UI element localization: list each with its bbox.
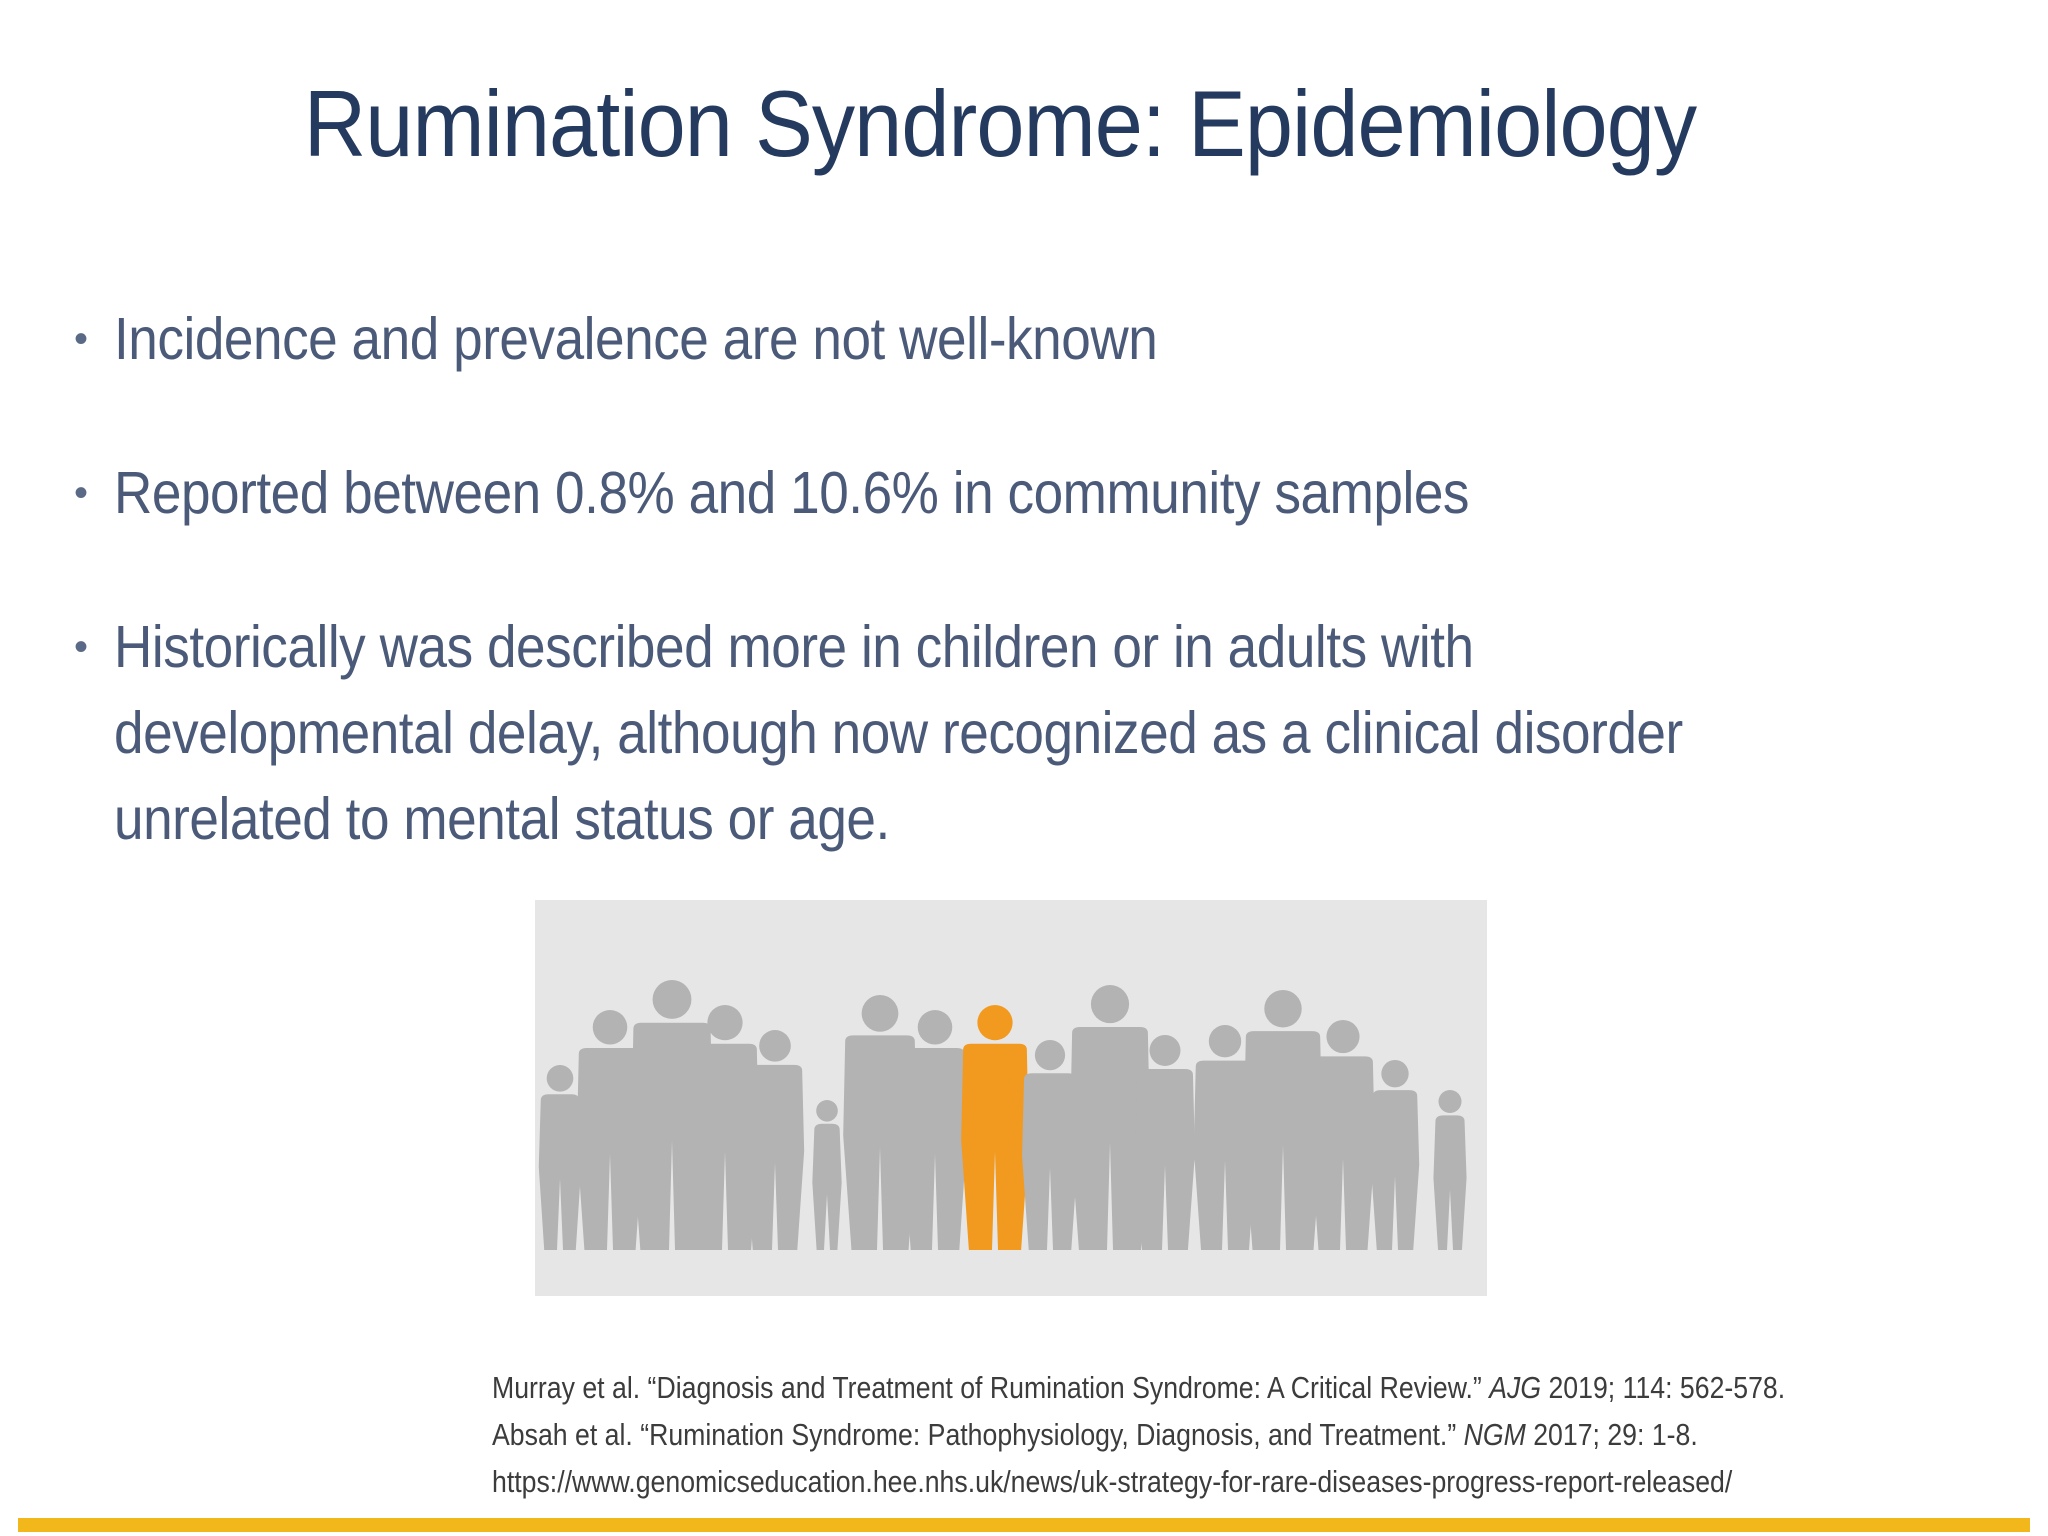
bullet-item: • Reported between 0.8% and 10.6% in com… [72,450,1872,536]
person-silhouette-icon [1370,1060,1420,1250]
reference-line: Absah et al. “Rumination Syndrome: Patho… [492,1411,1785,1458]
person-silhouette-icon [1135,1035,1195,1250]
person-silhouette-icon [1070,985,1150,1250]
reference-journal: AJG [1489,1370,1542,1405]
footer-accent-bar [18,1518,2030,1532]
bullet-text: Reported between 0.8% and 10.6% in commu… [114,460,1470,526]
reference-url: https://www.genomicseducation.hee.nhs.uk… [492,1458,1785,1505]
person-silhouette-icon [812,1100,842,1250]
person-silhouette-icon [1243,990,1323,1250]
crowd-illustration [538,980,1467,1250]
reference-journal: NGM [1463,1417,1526,1452]
crowd-silhouettes-icon [535,900,1487,1296]
bullet-text: Historically was described more in child… [114,614,1683,852]
highlighted-person-icon [961,1005,1029,1250]
reference-text: Murray et al. “Diagnosis and Treatment o… [492,1370,1490,1405]
bullet-text: Incidence and prevalence are not well-kn… [114,306,1158,372]
slide-title: Rumination Syndrome: Epidemiology [303,71,1697,176]
person-silhouette-icon [538,1065,582,1250]
person-silhouette-icon [843,995,917,1250]
person-silhouette-icon [1193,1025,1257,1250]
references: Murray et al. “Diagnosis and Treatment o… [492,1364,1785,1505]
bullet-item: • Incidence and prevalence are not well-… [72,296,1872,382]
bullet-item: • Historically was described more in chi… [72,604,1872,862]
bullet-icon: • [74,471,88,515]
person-silhouette-icon [576,1010,644,1250]
person-silhouette-icon [903,1010,967,1250]
person-silhouette-icon [1022,1040,1078,1250]
bullet-icon: • [74,317,88,361]
person-silhouette-icon [691,1005,759,1250]
person-silhouette-icon [1433,1090,1467,1250]
reference-citation: 2019; 114: 562-578. [1541,1370,1786,1405]
person-silhouette-icon [631,980,713,1250]
person-silhouette-icon [1311,1020,1375,1250]
reference-line: Murray et al. “Diagnosis and Treatment o… [492,1364,1785,1411]
reference-text: https://www.genomicseducation.hee.nhs.uk… [492,1464,1733,1499]
bullet-icon: • [74,625,88,669]
person-silhouette-icon [745,1030,805,1250]
reference-citation: 2017; 29: 1-8. [1525,1417,1698,1452]
bullet-list: • Incidence and prevalence are not well-… [72,296,1872,930]
reference-text: Absah et al. “Rumination Syndrome: Patho… [492,1417,1464,1452]
